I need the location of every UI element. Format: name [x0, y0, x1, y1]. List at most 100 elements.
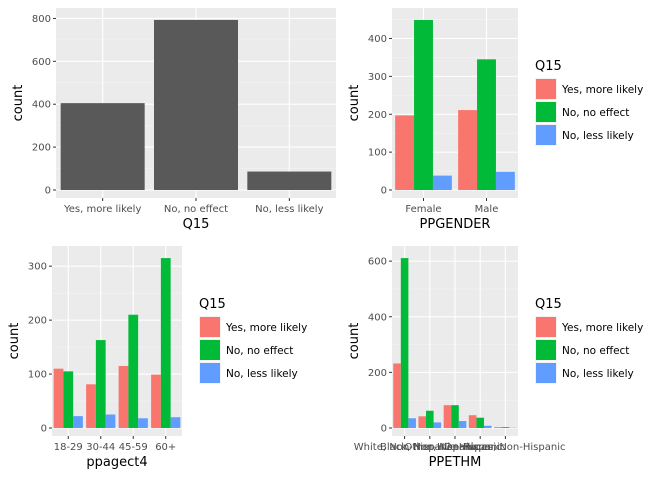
x-tick-label: 18-29	[54, 442, 83, 453]
y-tick-label: 400	[368, 312, 387, 323]
bar	[53, 368, 64, 428]
bar	[495, 171, 515, 190]
y-tick-label: 200	[28, 316, 47, 327]
y-tick-label: 400	[368, 34, 387, 45]
y-tick-label: 300	[28, 262, 47, 273]
legend-key-swatch	[536, 317, 556, 337]
bar	[443, 405, 452, 428]
x-axis-title: Q15	[183, 217, 210, 232]
y-tick-label: 400	[32, 100, 51, 111]
x-axis-title: PPGENDER	[420, 217, 491, 232]
legend-key-swatch	[200, 340, 220, 360]
bar	[477, 59, 496, 191]
legend-label: No, less likely	[226, 368, 298, 380]
x-tick-label: Yes, more likely	[63, 204, 142, 215]
bar	[95, 340, 106, 428]
bar	[86, 384, 96, 428]
x-axis-title: ppagect4	[86, 455, 147, 470]
x-tick-label: No, less likely	[255, 204, 323, 215]
y-tick-label: 0	[45, 186, 51, 197]
bar	[138, 418, 148, 428]
y-tick-label: 0	[381, 424, 387, 435]
legend-key-swatch	[536, 125, 556, 145]
x-tick-label: White, Non-Hispanic	[354, 442, 456, 453]
legend-label: No, no effect	[562, 107, 629, 119]
legend: Q15 Yes, more likely No, no effect No, less…	[535, 59, 643, 146]
bar	[151, 374, 161, 428]
bar	[483, 425, 492, 428]
legend-key-swatch	[536, 102, 556, 122]
bar	[63, 371, 74, 428]
y-tick-label: 0	[41, 424, 47, 435]
x-tick-label: Hispanic	[459, 442, 502, 453]
bar	[73, 416, 83, 428]
bar	[400, 258, 409, 428]
legend-key-swatch	[200, 317, 220, 337]
legend-title: Q15	[535, 297, 562, 312]
chart-panel-2: 0 100 200 300 400 Female Male PPGENDER count Q15 Y…	[347, 8, 643, 232]
x-tick-label: Male	[475, 204, 499, 215]
legend-key-swatch	[536, 79, 556, 99]
y-tick-label: 200	[368, 368, 387, 379]
y-tick-label: 100	[368, 148, 387, 159]
y-axis-title: count	[347, 85, 362, 122]
x-tick-label: 2+ Races, Non-Hispanic	[445, 442, 565, 453]
x-tick-label: 60+	[155, 442, 176, 453]
bar	[105, 414, 116, 428]
bar	[128, 314, 139, 428]
bar	[118, 365, 129, 428]
bar	[458, 421, 467, 428]
x-tick-label: 30-44	[86, 442, 115, 453]
y-axis-title: count	[7, 323, 22, 360]
bar	[451, 405, 459, 428]
legend-label: No, less likely	[562, 130, 634, 142]
legend-label: No, no effect	[562, 345, 629, 357]
bar	[160, 258, 171, 428]
y-axis-title: count	[347, 323, 362, 360]
y-axis-title: count	[11, 85, 26, 122]
legend-title: Q15	[199, 297, 226, 312]
legend-label: No, less likely	[562, 368, 634, 380]
x-tick-label: 45-59	[119, 442, 148, 453]
legend-title: Q15	[535, 59, 562, 74]
legend-key-swatch	[200, 363, 220, 383]
x-tick-label: No, no effect	[164, 204, 228, 215]
bar	[494, 427, 502, 428]
bar	[426, 410, 434, 428]
bar	[408, 418, 416, 428]
y-tick-label: 0	[381, 186, 387, 197]
legend-key-swatch	[536, 363, 556, 383]
bar	[60, 103, 145, 190]
bar	[458, 110, 478, 190]
legend: Q15 Yes, more likely No, no effect No, less…	[199, 297, 307, 384]
x-tick-label: Black, Non-Hispanic	[380, 442, 480, 453]
y-tick-label: 600	[32, 57, 51, 68]
legend-key-swatch	[536, 340, 556, 360]
y-tick-label: 100	[28, 370, 47, 381]
bar	[418, 416, 427, 428]
bar	[501, 427, 510, 428]
y-tick-label: 200	[368, 110, 387, 121]
bar	[432, 175, 452, 190]
chart-panel-1: 0 200 400 600 800 Yes, more likely No, no effe…	[11, 8, 336, 232]
x-tick-label: Female	[405, 204, 441, 215]
legend-label: Yes, more likely	[225, 322, 307, 334]
legend-label: Yes, more likely	[561, 322, 643, 334]
y-tick-label: 600	[368, 257, 387, 268]
x-tick-label: Other, Non-Hispanic	[405, 442, 506, 453]
legend-label: No, no effect	[226, 345, 293, 357]
bar	[247, 171, 332, 190]
y-tick-label: 200	[32, 143, 51, 154]
bar	[476, 417, 484, 428]
bar	[170, 417, 181, 428]
bar	[468, 415, 477, 428]
bar	[433, 422, 442, 428]
bar	[414, 19, 433, 191]
bar	[393, 363, 401, 428]
legend-label: Yes, more likely	[561, 84, 643, 96]
chart-panel-3: 0 100 200 300 18-29 30-44 45-59 60+ ppagect4 coun…	[7, 246, 307, 470]
bar	[154, 19, 238, 191]
y-tick-label: 800	[32, 14, 51, 25]
